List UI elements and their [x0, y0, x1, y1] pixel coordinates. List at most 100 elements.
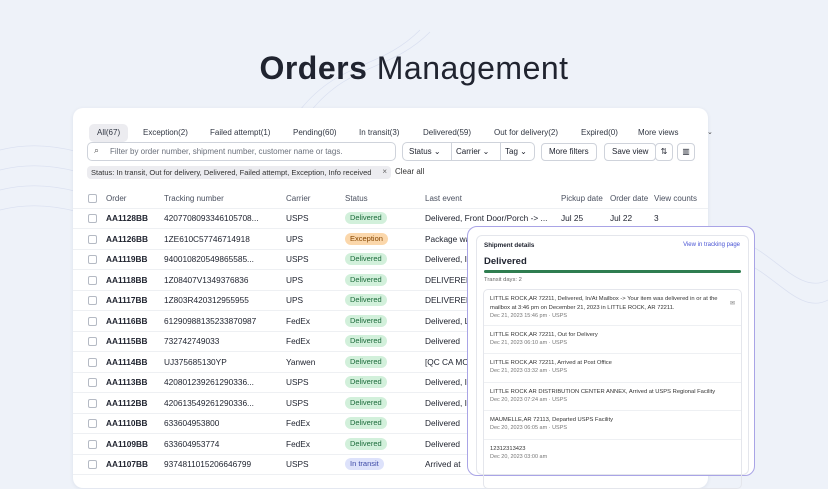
event-list: LITTLE ROCK,AR 72211, Delivered, In/At M… — [483, 289, 742, 489]
tab[interactable]: Pending(60) — [293, 128, 337, 137]
save-view-button[interactable]: Save view — [604, 143, 657, 161]
chip-remove[interactable]: × — [382, 167, 387, 176]
column-header: Tracking number — [164, 194, 224, 203]
tab[interactable]: All(67) — [89, 124, 129, 142]
table-cell: FedEx — [286, 315, 310, 326]
shipment-panel: Shipment details View in tracking page Del… — [467, 226, 755, 489]
tab[interactable]: Failed attempt(1) — [210, 128, 271, 137]
filter-button[interactable]: Status ⌄ — [409, 147, 441, 156]
table-cell: UJ375685130YP — [164, 356, 227, 367]
shipment-card: Shipment details View in tracking page Del… — [476, 235, 749, 489]
table-cell: 4207708093346105708... — [164, 213, 259, 223]
table-cell: Yanwen — [286, 356, 316, 367]
order-number[interactable]: AA1107BB — [106, 459, 148, 469]
transit-days: Transit days: 2 — [484, 277, 522, 283]
page: Orders Management All(67) Exception(2) Fai… — [0, 29, 828, 489]
row-checkbox[interactable] — [88, 398, 97, 408]
columns-button[interactable]: ▥ — [677, 143, 695, 161]
status-badge: Delivered — [345, 417, 387, 429]
table-cell: 1ZE610C57746714918 — [164, 233, 250, 244]
shipment-status: Delivered — [484, 256, 527, 267]
tab[interactable]: More views — [638, 128, 679, 137]
search-box[interactable]: ⌕ Filter by order number, shipment number… — [87, 142, 396, 161]
row-checkbox[interactable] — [88, 214, 97, 223]
header-checkbox[interactable] — [88, 194, 97, 203]
table-cell: FedEx — [286, 438, 310, 449]
row-checkbox[interactable] — [88, 419, 97, 428]
table-cell: USPS — [286, 213, 309, 223]
table-cell: USPS — [286, 397, 309, 408]
order-number[interactable]: AA1110BB — [106, 418, 148, 428]
order-number[interactable]: AA1116BB — [106, 315, 148, 326]
table-cell: Jul 25 — [561, 213, 584, 223]
filter-button[interactable]: Tag ⌄ — [505, 147, 527, 156]
clear-all[interactable]: Clear all — [395, 167, 425, 176]
row-checkbox[interactable] — [88, 234, 97, 244]
column-header: Order date — [610, 194, 649, 203]
tab[interactable]: In transit(3) — [359, 128, 400, 137]
tab[interactable]: Delivered(59) — [423, 128, 472, 137]
row-checkbox[interactable] — [88, 275, 97, 285]
row-checkbox[interactable] — [88, 255, 97, 264]
tab[interactable]: Exception(2) — [143, 128, 188, 137]
table-cell: Delivered, I — [425, 397, 467, 408]
order-number[interactable]: AA1112BB — [106, 397, 148, 408]
row-divider — [73, 269, 708, 270]
table-cell: Delivered — [425, 336, 461, 346]
row-checkbox[interactable] — [88, 357, 97, 367]
filter-group: Status ⌄ Carrier ⌄ Tag ⌄ — [402, 142, 535, 161]
order-number[interactable]: AA1128BB — [106, 213, 148, 223]
order-number[interactable]: AA1126BB — [106, 233, 148, 244]
row-checkbox[interactable] — [88, 439, 97, 449]
sort-button[interactable]: ⇅ — [655, 143, 673, 161]
event-meta: Dec 20, 2023 03:00 am — [490, 454, 548, 460]
row-divider — [73, 371, 708, 373]
table-cell: DELIVERED — [425, 274, 473, 285]
filter-button[interactable]: Carrier ⌄ — [456, 147, 490, 156]
table-cell: [QC CA MO — [425, 356, 469, 367]
table-cell: 420801239261290336... — [164, 377, 254, 387]
event-text: 12312313423 — [490, 446, 526, 452]
tab[interactable]: Expired(0) — [581, 128, 618, 137]
row-checkbox[interactable] — [88, 337, 97, 346]
order-number[interactable]: AA1114BB — [106, 356, 148, 367]
row-divider — [73, 412, 708, 414]
table-cell: 633604953800 — [164, 418, 220, 428]
table-cell: Delivered — [425, 418, 461, 428]
status-badge: Delivered — [345, 396, 387, 409]
table-cell: Delivered, Front Door/Porch -> ... — [425, 213, 548, 223]
order-number[interactable]: AA1117BB — [106, 295, 148, 305]
row-divider — [73, 310, 708, 311]
event-meta: Dec 21, 2023 06:10 am · USPS — [490, 340, 568, 346]
table-cell: 420613549261290336... — [164, 397, 254, 408]
status-badge: Delivered — [345, 376, 387, 388]
order-number[interactable]: AA1118BB — [106, 274, 148, 285]
row-checkbox[interactable] — [88, 460, 97, 469]
row-divider — [73, 351, 708, 352]
status-badge: Delivered — [345, 273, 387, 286]
event-text: LITTLE ROCK,AR 72211, Delivered, In/At M… — [490, 296, 718, 311]
event-text: LITTLE ROCK AR DISTRIBUTION CENTER ANNEX… — [490, 389, 716, 395]
event-divider — [484, 439, 741, 440]
table-cell: Delivered, I — [425, 377, 467, 387]
table-cell: Delivered, L — [425, 315, 470, 326]
event-meta: Dec 21, 2023 15:46 pm · USPS — [490, 313, 568, 319]
event-divider — [484, 410, 741, 411]
table-cell: FedEx — [286, 418, 310, 428]
order-number[interactable]: AA1119BB — [106, 254, 148, 264]
status-badge: Exception — [345, 232, 388, 245]
order-number[interactable]: AA1109BB — [106, 438, 148, 449]
event-meta: Dec 21, 2023 03:32 am · USPS — [490, 368, 568, 374]
more-filters-button[interactable]: More filters — [541, 143, 597, 161]
order-number[interactable]: AA1115BB — [106, 336, 148, 346]
event-divider — [484, 353, 741, 354]
tab[interactable]: Out for delivery(2) — [494, 128, 559, 137]
table-cell: USPS — [286, 459, 309, 469]
row-checkbox[interactable] — [88, 296, 97, 305]
row-checkbox[interactable] — [88, 378, 97, 387]
panel-title: Shipment details — [484, 242, 535, 249]
tracking-link[interactable]: View in tracking page — [683, 242, 740, 248]
order-number[interactable]: AA1113BB — [106, 377, 148, 387]
row-divider — [73, 228, 708, 229]
row-checkbox[interactable] — [88, 316, 97, 326]
